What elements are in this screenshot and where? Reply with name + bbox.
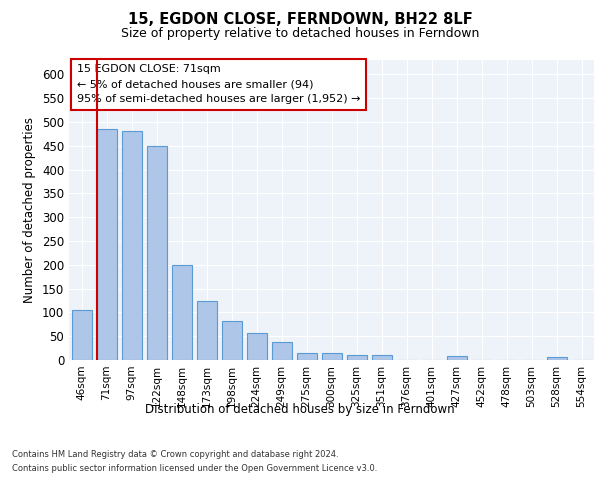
Bar xyxy=(221,321,241,360)
Bar xyxy=(247,333,266,360)
Text: 15 EGDON CLOSE: 71sqm
← 5% of detached houses are smaller (94)
95% of semi-detac: 15 EGDON CLOSE: 71sqm ← 5% of detached h… xyxy=(77,64,361,104)
Text: Contains HM Land Registry data © Crown copyright and database right 2024.: Contains HM Land Registry data © Crown c… xyxy=(12,450,338,459)
Bar xyxy=(446,356,467,360)
Text: Distribution of detached houses by size in Ferndown: Distribution of detached houses by size … xyxy=(145,402,455,415)
Text: 15, EGDON CLOSE, FERNDOWN, BH22 8LF: 15, EGDON CLOSE, FERNDOWN, BH22 8LF xyxy=(128,12,472,28)
Bar xyxy=(371,355,392,360)
Bar xyxy=(146,146,167,360)
Bar xyxy=(97,129,116,360)
Bar xyxy=(347,355,367,360)
Bar xyxy=(71,310,91,360)
Bar xyxy=(271,342,292,360)
Bar xyxy=(547,356,566,360)
Y-axis label: Number of detached properties: Number of detached properties xyxy=(23,117,37,303)
Bar xyxy=(121,132,142,360)
Bar xyxy=(296,353,317,360)
Bar xyxy=(197,302,217,360)
Bar xyxy=(172,265,191,360)
Text: Size of property relative to detached houses in Ferndown: Size of property relative to detached ho… xyxy=(121,28,479,40)
Text: Contains public sector information licensed under the Open Government Licence v3: Contains public sector information licen… xyxy=(12,464,377,473)
Bar xyxy=(322,353,341,360)
